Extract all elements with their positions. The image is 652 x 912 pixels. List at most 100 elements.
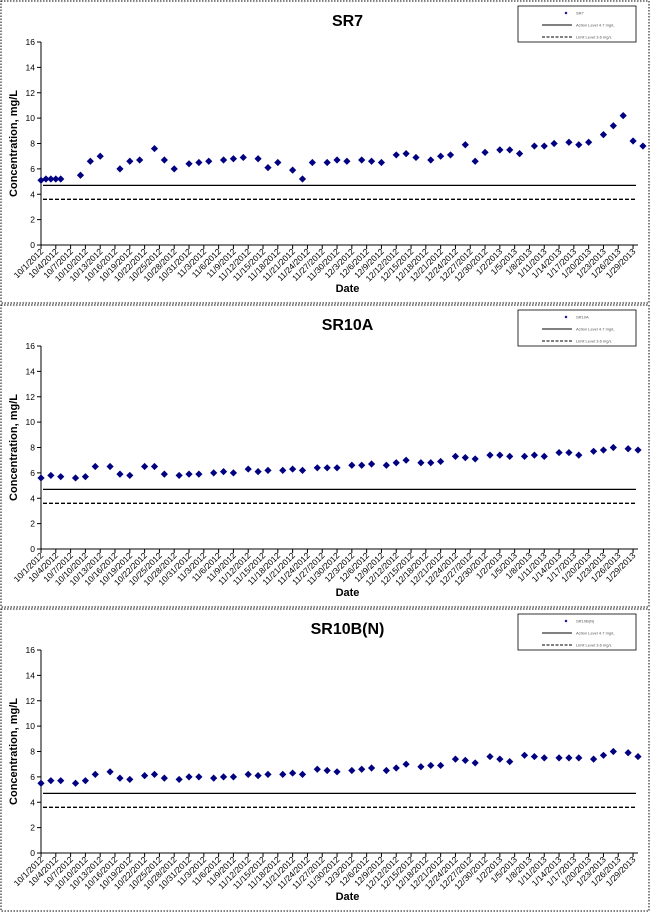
y-tick-label: 6 (30, 468, 35, 478)
data-point (37, 779, 45, 787)
data-point (170, 165, 178, 173)
data-point (254, 155, 262, 163)
y-tick-label: 6 (30, 772, 35, 782)
y-tick-label: 16 (26, 341, 36, 351)
data-point (427, 761, 435, 770)
legend-label: Limit Level 3.6 mg/L (576, 35, 613, 40)
data-point (451, 755, 460, 763)
data-point (555, 754, 563, 762)
data-point (52, 175, 60, 183)
data-point (629, 137, 637, 145)
chart-title: SR7 (332, 13, 363, 30)
y-tick-label: 16 (26, 37, 36, 47)
data-point (530, 142, 538, 150)
panel-frame (0, 304, 650, 608)
data-point (185, 773, 193, 781)
data-point (229, 469, 238, 477)
data-point (461, 454, 469, 462)
data-point (392, 764, 400, 772)
chart-panel-sr7: SR7 0 2 4 6 8 10 12 14 16 Concentration, mg/L 10/1/… (0, 0, 650, 304)
data-point (96, 152, 104, 160)
legend-label: SR10B(N) (576, 619, 595, 624)
data-point (530, 752, 538, 761)
data-point (451, 452, 460, 460)
data-point (599, 446, 608, 454)
data-point (437, 761, 445, 770)
data-point (229, 773, 238, 781)
data-point (76, 171, 85, 179)
data-point (81, 473, 90, 481)
y-tick-label: 0 (30, 544, 35, 554)
data-point (308, 158, 316, 167)
data-point (392, 459, 400, 467)
data-point (264, 770, 272, 778)
data-point (91, 462, 99, 471)
data-point (402, 150, 410, 158)
y-tick-label: 8 (30, 139, 35, 149)
data-point (160, 470, 168, 478)
data-point (461, 756, 469, 764)
data-point (279, 466, 287, 474)
data-point (264, 466, 272, 474)
data-point (91, 770, 99, 778)
y-tick-label: 12 (26, 88, 36, 98)
data-point (205, 157, 213, 165)
data-point (57, 777, 65, 785)
legend-label: Action Level 4.7 mg/L (576, 631, 615, 636)
data-point (481, 148, 489, 156)
data-point (446, 151, 455, 159)
panel-frame (0, 0, 650, 304)
data-point (244, 770, 252, 778)
data-point (126, 471, 134, 480)
data-point (550, 139, 558, 148)
data-point (313, 464, 321, 472)
data-point (289, 166, 297, 174)
data-point (471, 455, 479, 463)
data-point (323, 464, 331, 472)
data-point (506, 452, 514, 460)
chart-title: SR10B(N) (311, 621, 385, 638)
data-point (565, 754, 573, 762)
data-point (185, 160, 193, 168)
data-point (298, 175, 307, 183)
data-point (530, 451, 538, 459)
data-point (599, 131, 608, 139)
data-point (333, 768, 341, 776)
data-point (609, 443, 617, 452)
x-axis-label: Date (336, 891, 360, 903)
data-point (639, 142, 647, 150)
data-point (244, 465, 252, 473)
data-point (136, 156, 144, 164)
data-point (377, 158, 386, 167)
data-point (496, 755, 504, 763)
data-point (313, 765, 321, 773)
legend-label: Limit Level 3.6 mg/L (576, 643, 613, 648)
data-point (427, 459, 435, 467)
data-point (150, 144, 159, 153)
legend-label: Limit Level 3.6 mg/L (576, 339, 613, 344)
data-point (298, 466, 307, 474)
data-point (126, 157, 134, 165)
data-point (210, 469, 218, 477)
data-point (274, 158, 282, 167)
data-point (624, 445, 632, 453)
data-point (71, 779, 80, 787)
data-point (624, 749, 632, 757)
data-point (496, 146, 504, 154)
data-point (392, 151, 400, 159)
data-point (461, 141, 469, 149)
data-point (609, 122, 617, 130)
data-point (382, 766, 390, 775)
y-tick-label: 8 (30, 443, 35, 453)
y-tick-label: 10 (26, 417, 36, 427)
data-point (229, 155, 238, 163)
y-tick-label: 4 (30, 189, 35, 199)
y-tick-label: 2 (30, 823, 35, 833)
data-point (382, 461, 390, 469)
data-point (298, 770, 307, 778)
data-point (506, 758, 514, 766)
data-point (175, 471, 183, 480)
data-point (160, 156, 168, 164)
legend-label: Action Level 4.7 mg/L (576, 23, 615, 28)
